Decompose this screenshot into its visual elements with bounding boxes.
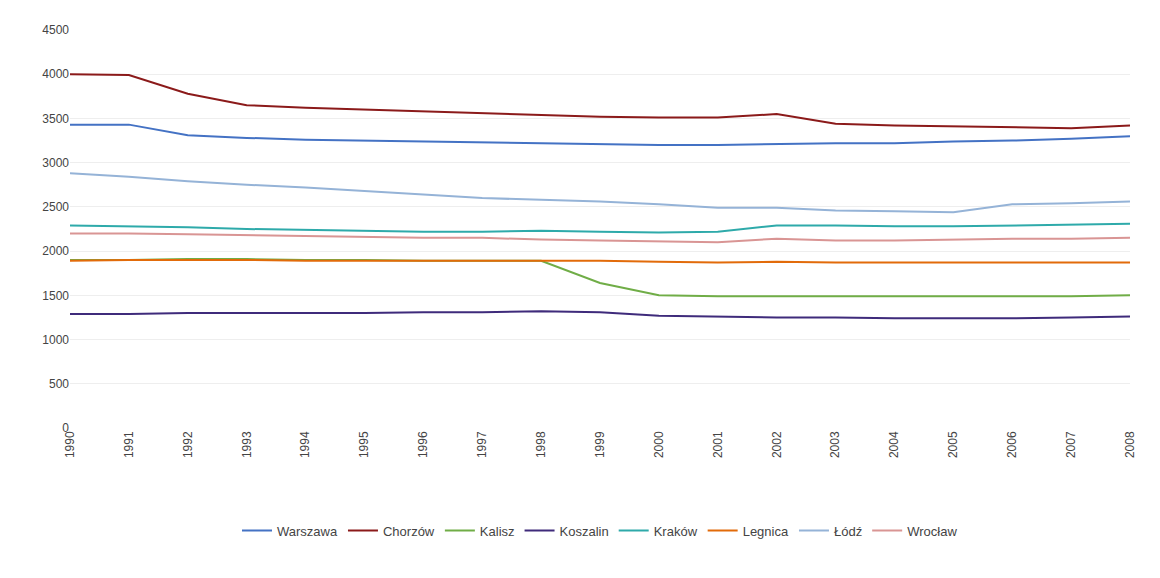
svg-text:2000: 2000 — [42, 244, 69, 258]
svg-text:1991: 1991 — [122, 431, 136, 458]
svg-text:Chorzów: Chorzów — [383, 524, 435, 539]
svg-text:0: 0 — [62, 421, 69, 435]
svg-text:3500: 3500 — [42, 112, 69, 126]
svg-text:1997: 1997 — [475, 431, 489, 458]
svg-text:1992: 1992 — [181, 431, 195, 458]
svg-text:Legnica: Legnica — [743, 524, 789, 539]
svg-text:1996: 1996 — [416, 431, 430, 458]
svg-text:2004: 2004 — [887, 431, 901, 458]
svg-text:1500: 1500 — [42, 289, 69, 303]
svg-text:Kraków: Kraków — [654, 524, 698, 539]
svg-text:2500: 2500 — [42, 200, 69, 214]
svg-text:2000: 2000 — [652, 431, 666, 458]
svg-text:2008: 2008 — [1123, 431, 1137, 458]
svg-text:1990: 1990 — [63, 431, 77, 458]
svg-text:Koszalin: Koszalin — [560, 524, 609, 539]
svg-text:1993: 1993 — [240, 431, 254, 458]
svg-text:1995: 1995 — [357, 431, 371, 458]
svg-text:3000: 3000 — [42, 156, 69, 170]
svg-text:1999: 1999 — [593, 431, 607, 458]
svg-text:2001: 2001 — [711, 431, 725, 458]
svg-text:Wrocław: Wrocław — [907, 524, 957, 539]
svg-text:2003: 2003 — [828, 431, 842, 458]
svg-text:Warszawa: Warszawa — [277, 524, 338, 539]
svg-text:2002: 2002 — [770, 431, 784, 458]
svg-text:4000: 4000 — [42, 67, 69, 81]
svg-text:2005: 2005 — [946, 431, 960, 458]
svg-text:Kalisz: Kalisz — [480, 524, 515, 539]
svg-text:1994: 1994 — [298, 431, 312, 458]
svg-text:1998: 1998 — [534, 431, 548, 458]
svg-text:2007: 2007 — [1064, 431, 1078, 458]
svg-text:2006: 2006 — [1005, 431, 1019, 458]
svg-text:1000: 1000 — [42, 333, 69, 347]
svg-text:Łódź: Łódź — [834, 524, 862, 539]
svg-text:500: 500 — [49, 377, 69, 391]
svg-text:4500: 4500 — [42, 23, 69, 37]
